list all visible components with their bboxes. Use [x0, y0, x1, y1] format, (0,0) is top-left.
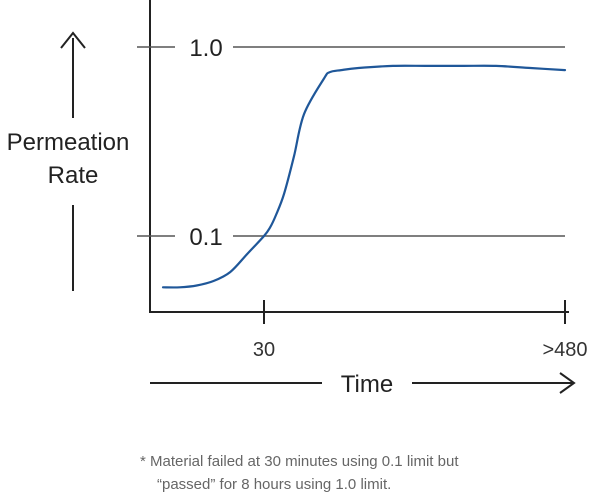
x-tick-label-0: 30 [253, 339, 275, 361]
footnote-line1: * Material failed at 30 minutes using 0.… [140, 453, 459, 470]
x-ticks: 30 >480 [253, 300, 588, 361]
y-arrow-head-icon [60, 31, 86, 49]
y-axis-label-line2: Rate [48, 162, 99, 189]
x-axis-label: Time [341, 371, 393, 398]
x-arrow-head-icon [559, 372, 576, 394]
y-tick-label-0: 1.0 [189, 35, 222, 62]
threshold-lines: 1.0 0.1 [137, 35, 565, 251]
x-axis-label-group: Time [150, 371, 576, 398]
y-axis-label-line1: Permeation [7, 129, 130, 156]
footnote-line2: “passed” for 8 hours using 1.0 limit. [157, 476, 391, 493]
y-axis-label-group: Permeation Rate [7, 31, 130, 291]
permeation-curve [161, 64, 567, 289]
y-tick-label-1: 0.1 [189, 224, 222, 251]
x-tick-label-1: >480 [542, 339, 587, 361]
